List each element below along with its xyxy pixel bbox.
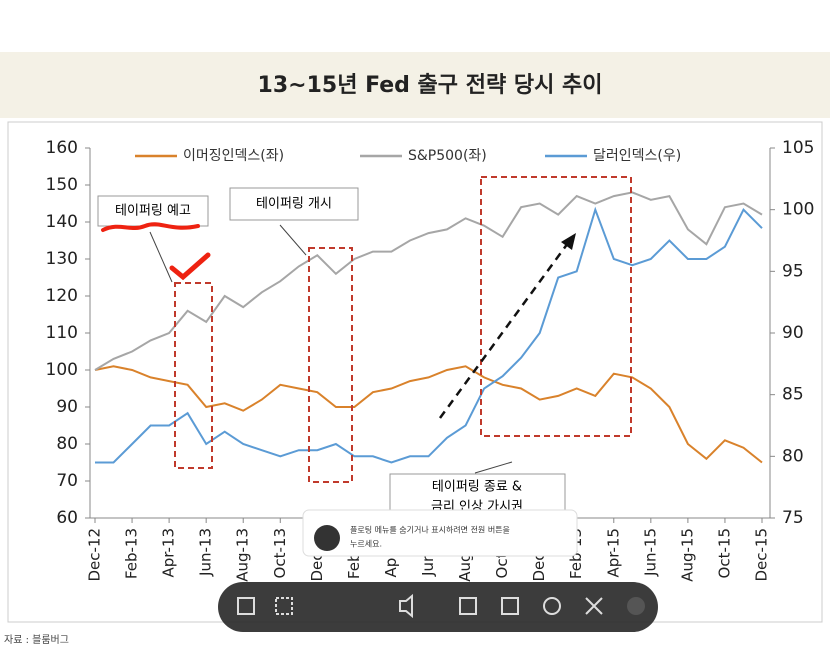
y2-tick-label: 85: [782, 385, 804, 405]
y-tick-label: 120: [46, 286, 78, 306]
y-tick-label: 70: [56, 471, 78, 491]
annotation: 테이퍼링 개시: [256, 197, 332, 212]
x-tick-label: Oct-13: [271, 528, 289, 578]
y-tick-label: 160: [46, 138, 78, 158]
chart-title: 13~15년 Fed 출구 전략 당시 추이: [258, 73, 603, 98]
y-tick-label: 110: [46, 323, 78, 343]
popup-text: 플로팅 메뉴를 숨기거나 표시하려면 전원 버튼을: [350, 525, 510, 535]
y-tick-label: 90: [56, 397, 78, 417]
y-tick-label: 130: [46, 249, 78, 269]
source: 자료 : 블룸버그: [4, 634, 69, 646]
tool-icon[interactable]: [459, 597, 477, 615]
tool-icon[interactable]: [585, 597, 603, 615]
annotation: 테이퍼링 종료 &: [432, 480, 522, 495]
y2-tick-label: 105: [782, 138, 814, 158]
y-tick-label: 140: [46, 212, 78, 232]
x-tick-label: Jun-15: [641, 528, 659, 577]
x-tick-label: Feb-13: [123, 528, 141, 579]
x-tick-label: Apr-13: [160, 528, 178, 578]
tool-icon[interactable]: [237, 597, 255, 615]
y2-tick-label: 75: [782, 508, 804, 528]
y2-tick-label: 80: [782, 446, 804, 466]
legend-label: S&P500(좌): [408, 148, 487, 164]
tool-icon[interactable]: [399, 593, 413, 619]
tool-icon[interactable]: [543, 597, 561, 615]
handwriting: [169, 252, 211, 281]
toolbar-icons: [237, 593, 603, 619]
x-tick-label: Aug-15: [678, 528, 696, 582]
highlight-boxes: [174, 176, 632, 483]
x-tick-label: Dec-12: [86, 528, 104, 582]
callout-line: [474, 461, 513, 474]
popup: [302, 509, 578, 557]
x-tick-label: Oct-15: [715, 528, 733, 578]
y2-tick-label: 90: [782, 323, 804, 343]
y2-tick-label: 95: [782, 261, 804, 281]
y2-tick-label: 100: [782, 200, 814, 220]
popup-text: 누르세요.: [350, 540, 382, 549]
handwriting: [101, 222, 200, 232]
x-tick-label: Aug-13: [234, 528, 252, 582]
series-line: [94, 191, 763, 371]
x-tick-label: Dec-15: [753, 528, 771, 582]
y-tick-label: 60: [56, 508, 78, 528]
series-line: [95, 206, 763, 464]
y-tick-label: 100: [46, 360, 78, 380]
floating-toolbar: [218, 582, 658, 632]
title-banner: [0, 52, 830, 118]
y-tick-label: 150: [46, 175, 78, 195]
trend-arrow-head: [561, 233, 576, 250]
legend-label: 이머징인덱스(좌): [183, 148, 284, 164]
y-tick-label: 80: [56, 434, 78, 454]
callout-line: [149, 231, 173, 283]
legend-label: 달러인덱스(우): [593, 148, 681, 164]
callout-line: [279, 224, 307, 256]
x-tick-label: Jun-13: [197, 528, 215, 577]
tool-icon[interactable]: [627, 597, 645, 615]
tool-icon[interactable]: [501, 597, 519, 615]
annotation: 테이퍼링 예고: [115, 204, 191, 219]
series-line: [94, 365, 763, 464]
x-tick-label: Apr-15: [604, 528, 622, 578]
power-icon[interactable]: [314, 525, 340, 551]
annotation-box: [229, 187, 359, 221]
tool-icon[interactable]: [275, 597, 293, 615]
